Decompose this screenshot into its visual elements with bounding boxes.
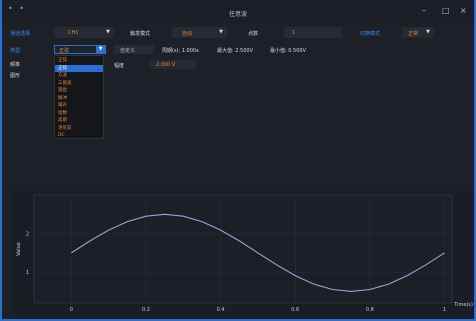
output-select-value: CH1 — [68, 30, 79, 36]
points-value: 1 — [292, 30, 296, 36]
y-tick-label: 1 — [26, 270, 29, 276]
type-label: 类型 — [10, 48, 21, 54]
dropdown-item[interactable]: 洛伦兹 — [58, 125, 72, 131]
x-tick-label: 0.2 — [142, 307, 150, 313]
max-label: 最大值: 2.500V — [217, 48, 254, 54]
window-dots-icon: • • — [8, 4, 26, 13]
points-input[interactable]: 1 — [284, 27, 342, 38]
x-tick-label: 1 — [443, 307, 446, 313]
chevron-down-icon: ▼ — [106, 29, 110, 35]
type-dropdown-list: 正弦 正弦 方波 三角波 锯齿 脉冲 噪声 指数 高斯 洛伦兹 DC — [54, 55, 104, 139]
dropdown-item[interactable]: 脉冲 — [58, 95, 67, 101]
pattern-label: 图形 — [10, 73, 21, 79]
output-mode-value: 自动 — [182, 31, 193, 37]
output-mode-select[interactable]: 自动 ▼ — [172, 27, 227, 38]
x-tick-label: 0.8 — [366, 307, 374, 313]
series-line — [71, 213, 445, 292]
waveform-plot: 0 0.2 0.4 0.6 0.8 1 1 2 Value Time(s) — [12, 191, 474, 317]
dropdown-item[interactable]: 指数 — [58, 110, 67, 116]
output-select[interactable]: CH1 ▼ — [54, 27, 114, 38]
type-select[interactable]: 正弦 ▼ — [54, 45, 106, 54]
dropdown-item[interactable]: 正弦 — [55, 64, 103, 72]
dropdown-item[interactable]: 方波 — [58, 73, 67, 78]
chevron-down-icon: ▼ — [96, 46, 105, 53]
x-tick-label: 0 — [70, 307, 73, 313]
switch-mode-select[interactable]: 正常 ▼ — [402, 27, 434, 38]
freq-label: 频率 — [10, 62, 21, 68]
x-tick-label: 0.4 — [217, 307, 225, 313]
y-tick-label: 2 — [26, 232, 29, 238]
min-label: 最小值: 0.500V — [270, 48, 307, 54]
custom-button-label: 自定义 — [120, 48, 136, 54]
minimize-icon[interactable]: – — [422, 6, 426, 15]
chevron-down-icon: ▼ — [426, 29, 430, 35]
dropdown-item[interactable]: 正弦 — [58, 58, 67, 63]
close-icon[interactable]: × — [460, 6, 467, 15]
output-label: 通道选择 — [10, 31, 31, 37]
period-label: 周期(s): 1.000s — [162, 48, 199, 54]
dropdown-item[interactable]: 锯齿 — [58, 88, 67, 93]
title-bar: • • 任意波 – □ × — [2, 0, 474, 24]
x-axis-label: Time(s) — [453, 302, 473, 308]
switch-mode-label: 切换模式 — [360, 31, 381, 37]
waveform-chart: 0 0.2 0.4 0.6 0.8 1 1 2 Value Time(s) — [16, 194, 473, 313]
type-select-value: 正弦 — [59, 48, 70, 54]
switch-mode-value: 正常 — [408, 31, 419, 37]
maximize-icon[interactable]: □ — [442, 6, 450, 15]
x-tick-label: 0.6 — [291, 307, 299, 313]
custom-button[interactable]: 自定义 — [114, 45, 154, 54]
plot-frame — [33, 194, 453, 304]
y-axis-label: Value — [16, 242, 22, 256]
output-mode-label: 触发模式 — [130, 31, 151, 37]
points-label: 点数 — [248, 31, 259, 37]
amp-input[interactable]: 2.000 V — [150, 60, 196, 69]
dropdown-item[interactable]: 噪声 — [58, 103, 67, 108]
amp-label: 幅度 — [114, 63, 125, 69]
dropdown-item[interactable]: 三角波 — [58, 80, 72, 86]
window-title: 任意波 — [228, 11, 247, 18]
amp-value: 2.000 V — [156, 62, 176, 68]
chevron-down-icon: ▼ — [219, 29, 223, 35]
dropdown-item[interactable]: DC — [58, 133, 65, 138]
dropdown-item[interactable]: 高斯 — [58, 118, 67, 123]
